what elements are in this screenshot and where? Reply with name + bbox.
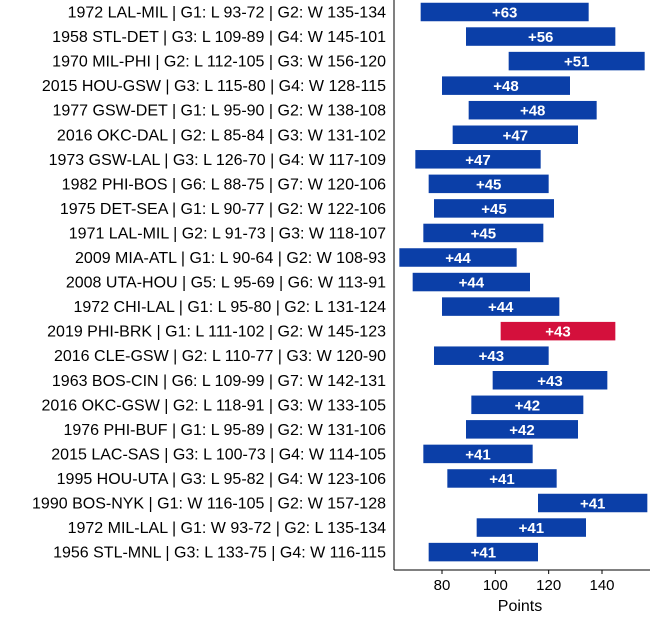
category-label: 2016 OKC-DAL | G2: L 85-84 | G3: W 131-1… (57, 127, 386, 144)
bar (420, 2, 589, 22)
bars: +63+56+51+48+48+47+47+45+45+45+44+44+44+… (399, 2, 648, 562)
bar-data-label: +47 (503, 127, 528, 144)
bar-data-label: +42 (515, 397, 540, 414)
bar (442, 297, 560, 316)
bar (476, 518, 586, 537)
category-label: 1958 STL-DET | G3: L 109-89 | G4: W 145-… (52, 29, 386, 46)
bar (500, 321, 616, 341)
category-label: 1973 GSW-LAL | G3: L 126-70 | G4: W 117-… (49, 152, 386, 169)
bar-data-label: +43 (545, 324, 570, 341)
x-tick-label: 120 (536, 577, 561, 594)
bar-data-label: +48 (493, 78, 518, 95)
bar-data-label: +43 (537, 373, 562, 390)
bar (538, 493, 648, 513)
bar (452, 125, 578, 144)
bar-data-label: +48 (520, 103, 545, 120)
bar (471, 395, 584, 415)
category-label: 1972 MIL-LAL | G1: W 93-72 | G2: L 135-1… (68, 520, 387, 537)
bar-data-label: +45 (481, 201, 506, 218)
category-label: 2015 LAC-SAS | G3: L 100-73 | G4: W 114-… (51, 446, 386, 463)
category-label: 2016 OKC-GSW | G2: L 118-91 | G3: W 133-… (42, 397, 387, 414)
category-label: 1990 BOS-NYK | G1: W 116-105 | G2: W 157… (32, 496, 386, 513)
bar-data-label: +44 (445, 250, 471, 267)
bar-data-label: +63 (492, 5, 517, 22)
category-label: 1977 GSW-DET | G1: L 95-90 | G2: W 138-1… (52, 103, 386, 120)
bar (434, 346, 549, 365)
bar (466, 27, 616, 46)
x-tick-label: 80 (434, 577, 451, 594)
bar (415, 150, 541, 169)
bar-data-label: +44 (488, 299, 514, 316)
category-label: 1971 LAL-MIL | G2: L 91-73 | G3: W 118-1… (69, 225, 386, 242)
bar (447, 469, 557, 488)
bar (442, 76, 570, 95)
bar (466, 420, 578, 439)
x-tick-label: 100 (483, 577, 508, 594)
x-tick-label: 140 (589, 577, 614, 594)
category-label: 2016 CLE-GSW | G2: L 110-77 | G3: W 120-… (54, 348, 386, 365)
bar-data-label: +45 (476, 176, 501, 193)
bar (423, 444, 533, 464)
category-label: 2008 UTA-HOU | G5: L 95-69 | G6: W 113-9… (66, 275, 386, 292)
bar (399, 248, 517, 267)
bar-data-label: +41 (519, 520, 544, 537)
bar-data-label: +44 (459, 275, 485, 292)
bar (492, 371, 608, 390)
category-label: 2015 HOU-GSW | G3: L 115-80 | G4: W 128-… (42, 78, 386, 95)
category-label: 1976 PHI-BUF | G1: L 95-89 | G2: W 131-1… (63, 422, 386, 439)
category-label: 1956 STL-MNL | G3: L 133-75 | G4: W 116-… (53, 545, 386, 562)
bar (434, 199, 554, 218)
x-axis-title: Points (498, 598, 542, 615)
category-labels: 1972 LAL-MIL | G1: L 93-72 | G2: W 135-1… (32, 5, 386, 562)
category-label: 2019 PHI-BRK | G1: L 111-102 | G2: W 145… (47, 324, 386, 341)
category-label: 2009 MIA-ATL | G1: L 90-64 | G2: W 108-9… (75, 250, 386, 267)
bar (468, 100, 597, 120)
category-label: 1975 DET-SEA | G1: L 90-77 | G2: W 122-1… (60, 201, 386, 218)
bar-data-label: +43 (479, 348, 504, 365)
bar-data-label: +41 (580, 496, 605, 513)
bar (428, 174, 549, 194)
bar-data-label: +41 (489, 471, 514, 488)
bar (508, 51, 645, 71)
bar-data-label: +42 (509, 422, 534, 439)
category-label: 1982 PHI-BOS | G6: L 88-75 | G7: W 120-1… (62, 176, 386, 193)
category-label: 1972 CHI-LAL | G1: L 95-80 | G2: L 131-1… (74, 299, 387, 316)
category-label: 1995 HOU-UTA | G3: L 95-82 | G4: W 123-1… (57, 471, 386, 488)
bar-data-label: +41 (465, 446, 490, 463)
x-axis: 80 100 120 140 (393, 0, 650, 594)
bar-data-label: +45 (471, 225, 496, 242)
bar-data-label: +41 (471, 545, 496, 562)
bar-data-label: +47 (465, 152, 490, 169)
category-label: 1963 BOS-CIN | G6: L 109-99 | G7: W 142-… (52, 373, 386, 390)
category-label: 1970 MIL-PHI | G2: L 112-105 | G3: W 156… (52, 54, 386, 71)
bar-data-label: +51 (564, 54, 589, 71)
bar-data-label: +56 (528, 29, 553, 46)
bar (428, 542, 538, 562)
bar (423, 223, 544, 243)
bar (412, 272, 530, 292)
category-label: 1972 LAL-MIL | G1: L 93-72 | G2: W 135-1… (68, 5, 387, 22)
